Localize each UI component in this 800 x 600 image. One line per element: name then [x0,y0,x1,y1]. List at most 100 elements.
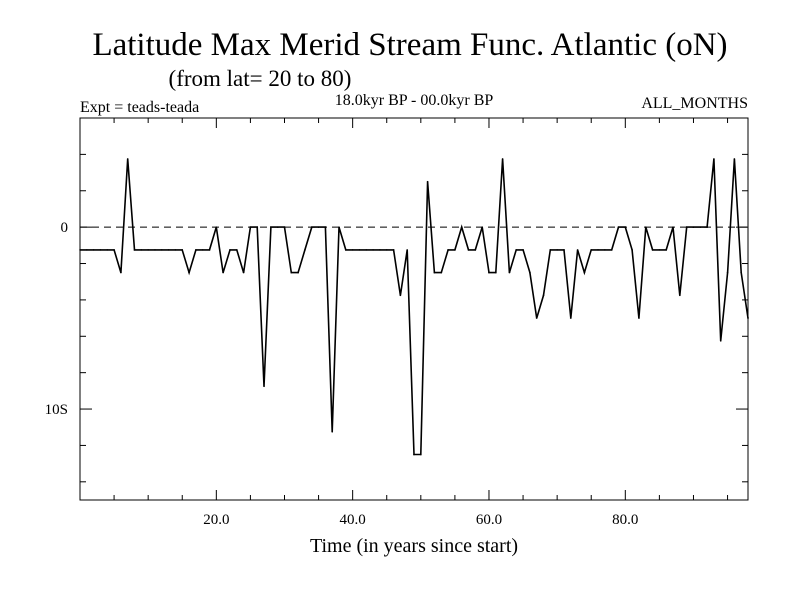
data-point [494,271,497,274]
data-point [474,249,477,251]
data-point [535,317,538,319]
data-point [263,385,265,388]
data-point [174,249,177,251]
data-point [617,226,620,228]
data-point [297,271,299,274]
series-line [80,158,749,456]
data-point [120,271,122,274]
data-point [420,453,422,456]
data-point [222,271,224,274]
data-point [195,249,197,251]
data-point [426,180,429,183]
data-point [147,249,149,251]
data-point [242,271,245,274]
data-point [508,271,511,274]
data-point [399,294,402,297]
data-point [92,249,95,251]
data-point [160,249,163,251]
data-point [256,226,259,228]
data-point [460,226,463,228]
data-point [433,271,436,274]
time-range-label: 18.0kyr BP - 00.0kyr BP [335,92,494,109]
data-point [597,249,599,251]
data-point [413,453,415,456]
data-point [679,294,681,297]
data-point [726,271,729,274]
data-point [310,226,313,228]
data-point [719,340,722,342]
data-point [270,226,272,228]
data-point [345,249,347,251]
data-point [140,249,143,251]
data-point [379,249,381,251]
x-tick-label: 60.0 [476,512,502,528]
data-point [113,249,115,251]
data-point [133,249,136,251]
data-point [181,249,184,251]
data-point [331,430,334,433]
data-point [365,249,368,251]
data-point [658,249,661,251]
data-point [563,249,565,251]
experiment-label: Expt = teads-teada [80,99,199,116]
data-point [167,249,170,251]
data-point [317,226,320,228]
data-point [467,249,470,251]
data-point [215,226,218,228]
data-point [290,271,293,274]
data-point [154,249,156,251]
data-point [672,226,674,228]
data-point [372,249,374,251]
months-label: ALL_MONTHS [641,95,748,112]
data-point [454,249,456,251]
data-point [590,249,593,251]
data-point [99,249,102,251]
data-point [706,226,708,228]
data-point [583,271,586,274]
x-axis: 20.0 40.0 60.0 80.0 [113,118,729,528]
data-point [385,249,388,251]
data-point [86,249,88,251]
data-point [624,226,627,228]
data-point [481,226,483,228]
y-axis: 0 10S [45,153,748,483]
data-point [488,271,490,274]
data-point [529,271,531,274]
plot-frame [79,117,749,501]
chart-subtitle: (from lat= 20 to 80) [169,66,352,91]
data-point [276,226,279,228]
data-points [79,158,749,456]
data-point [304,249,306,251]
data-point [569,317,572,319]
x-tick-label: 20.0 [203,512,229,528]
x-tick-label: 40.0 [340,512,366,528]
data-point [338,226,340,228]
data-point [392,249,395,251]
data-point [406,249,408,251]
data-point [208,249,211,251]
data-point [576,249,579,251]
data-point [79,249,81,251]
x-axis-label: Time (in years since start) [310,535,518,557]
data-point [651,249,654,251]
data-point [638,317,640,319]
data-point [283,226,286,228]
data-point [188,271,190,274]
data-point [351,249,354,251]
y-tick-label: 10S [45,402,68,418]
data-point [556,249,558,251]
data-point [522,249,524,251]
data-point [549,249,552,251]
data-point [515,249,518,251]
data-point [665,249,668,251]
x-tick-label: 80.0 [612,512,638,528]
data-point [106,249,109,251]
data-point [235,249,238,251]
data-point [610,249,613,251]
data-point [440,271,443,274]
data-point [699,226,702,228]
data-point [644,226,647,228]
data-point [631,249,633,251]
data-point [447,249,449,251]
chart-title: Latitude Max Merid Stream Func. Atlantic… [92,27,727,63]
